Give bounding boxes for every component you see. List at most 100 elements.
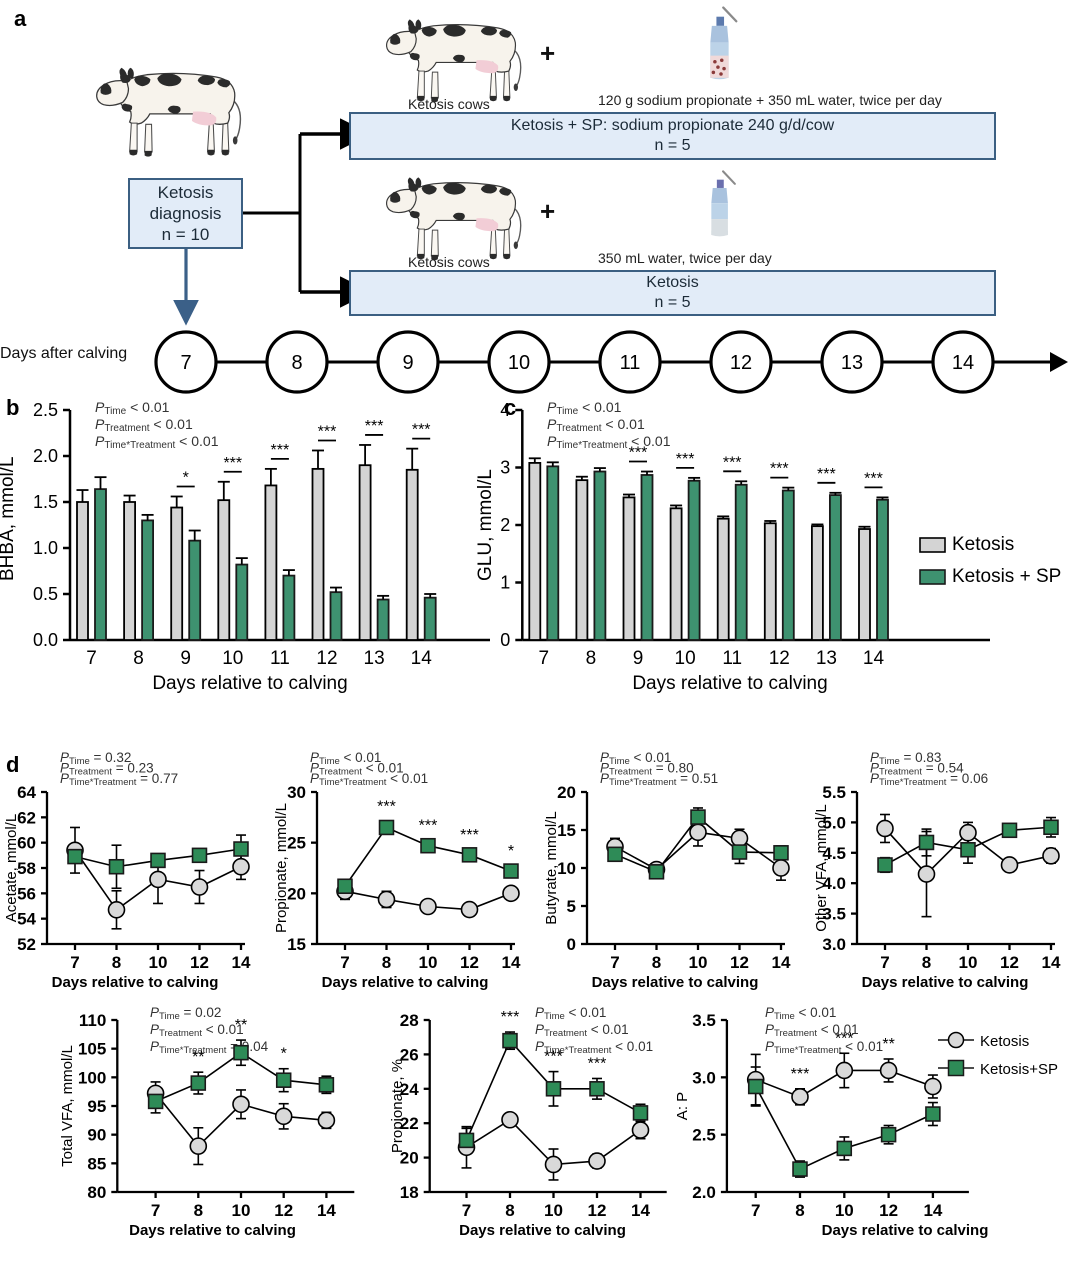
svg-text:***: *** bbox=[588, 1055, 607, 1072]
svg-text:14: 14 bbox=[952, 352, 974, 374]
svg-text:110: 110 bbox=[79, 1011, 106, 1030]
svg-text:95: 95 bbox=[87, 1097, 106, 1116]
svg-text:PTime < 0.01: PTime < 0.01 bbox=[547, 399, 622, 417]
svg-text:10: 10 bbox=[232, 1201, 251, 1220]
svg-text:Ketosis + SP: Ketosis + SP bbox=[952, 566, 1061, 587]
svg-text:13: 13 bbox=[841, 352, 863, 374]
svg-text:2.0: 2.0 bbox=[692, 1183, 716, 1202]
svg-text:0: 0 bbox=[500, 630, 510, 650]
svg-text:10: 10 bbox=[959, 953, 978, 972]
svg-text:10: 10 bbox=[508, 352, 530, 374]
svg-text:**: ** bbox=[235, 1017, 247, 1034]
svg-text:1.5: 1.5 bbox=[33, 492, 58, 512]
svg-text:12: 12 bbox=[769, 648, 790, 669]
svg-text:12: 12 bbox=[730, 352, 752, 374]
svg-text:12: 12 bbox=[588, 1201, 607, 1220]
svg-text:*: * bbox=[508, 843, 514, 860]
svg-text:10: 10 bbox=[149, 953, 168, 972]
svg-text:PTime*Treatment < 0.01: PTime*Treatment < 0.01 bbox=[547, 433, 671, 451]
svg-text:***: *** bbox=[377, 798, 396, 815]
svg-text:Ketosis+SP: Ketosis+SP bbox=[980, 1061, 1058, 1078]
svg-text:10: 10 bbox=[835, 1201, 854, 1220]
svg-text:***: *** bbox=[770, 461, 789, 478]
svg-text:12: 12 bbox=[730, 953, 749, 972]
svg-text:PTreatment < 0.01: PTreatment < 0.01 bbox=[150, 1022, 244, 1039]
svg-text:0.0: 0.0 bbox=[33, 630, 58, 650]
svg-text:8: 8 bbox=[133, 648, 144, 669]
svg-text:PTreatment < 0.01: PTreatment < 0.01 bbox=[535, 1022, 629, 1039]
svg-text:***: *** bbox=[676, 451, 695, 468]
svg-text:PTime*Treatment < 0.01: PTime*Treatment < 0.01 bbox=[95, 433, 219, 451]
svg-text:***: *** bbox=[629, 445, 648, 462]
svg-text:PTime*Treatment = 0.04: PTime*Treatment = 0.04 bbox=[150, 1039, 269, 1056]
svg-text:1: 1 bbox=[500, 573, 510, 593]
svg-text:12: 12 bbox=[879, 1201, 898, 1220]
svg-text:***: *** bbox=[864, 470, 883, 487]
svg-text:13: 13 bbox=[364, 648, 385, 669]
svg-text:PTime < 0.01: PTime < 0.01 bbox=[95, 399, 170, 417]
svg-text:8: 8 bbox=[382, 953, 391, 972]
svg-text:PTime = 0.02: PTime = 0.02 bbox=[150, 1005, 221, 1022]
svg-text:7: 7 bbox=[340, 953, 349, 972]
svg-text:9: 9 bbox=[402, 352, 413, 374]
svg-text:12: 12 bbox=[1000, 953, 1019, 972]
svg-text:***: *** bbox=[544, 1049, 563, 1066]
svg-text:***: *** bbox=[723, 454, 742, 471]
svg-text:3.0: 3.0 bbox=[692, 1068, 716, 1087]
svg-text:3: 3 bbox=[500, 458, 510, 478]
svg-text:14: 14 bbox=[1042, 953, 1061, 972]
svg-text:11: 11 bbox=[620, 352, 641, 374]
svg-text:9: 9 bbox=[633, 648, 644, 669]
svg-text:***: *** bbox=[835, 1030, 854, 1047]
svg-text:***: *** bbox=[412, 422, 431, 439]
svg-text:14: 14 bbox=[923, 1201, 942, 1220]
svg-text:***: *** bbox=[460, 827, 479, 844]
svg-text:***: *** bbox=[271, 442, 290, 459]
svg-text:7: 7 bbox=[70, 953, 79, 972]
svg-text:14: 14 bbox=[317, 1201, 336, 1220]
svg-text:7: 7 bbox=[539, 648, 550, 669]
svg-text:10: 10 bbox=[419, 953, 438, 972]
svg-text:7: 7 bbox=[151, 1201, 160, 1220]
svg-text:**: ** bbox=[882, 1036, 894, 1053]
svg-text:*: * bbox=[183, 469, 189, 486]
svg-text:12: 12 bbox=[190, 953, 209, 972]
svg-text:7: 7 bbox=[880, 953, 889, 972]
svg-text:*: * bbox=[281, 1046, 287, 1063]
svg-text:PTreatment < 0.01: PTreatment < 0.01 bbox=[547, 416, 645, 434]
svg-text:Ketosis: Ketosis bbox=[980, 1033, 1029, 1050]
svg-text:13: 13 bbox=[816, 648, 837, 669]
svg-text:PTime*Treatment < 0.01: PTime*Treatment < 0.01 bbox=[765, 1039, 883, 1056]
svg-text:***: *** bbox=[501, 1009, 520, 1026]
svg-text:2: 2 bbox=[500, 515, 510, 535]
svg-text:***: *** bbox=[365, 418, 384, 435]
svg-text:1.0: 1.0 bbox=[33, 538, 58, 558]
svg-text:8: 8 bbox=[922, 953, 931, 972]
svg-text:***: *** bbox=[791, 1066, 810, 1083]
svg-text:10: 10 bbox=[222, 648, 243, 669]
svg-text:8: 8 bbox=[112, 953, 121, 972]
svg-text:14: 14 bbox=[232, 953, 251, 972]
svg-text:90: 90 bbox=[87, 1126, 106, 1145]
svg-text:0: 0 bbox=[567, 935, 576, 954]
svg-text:85: 85 bbox=[87, 1154, 106, 1173]
svg-text:8: 8 bbox=[795, 1201, 804, 1220]
svg-text:PTreatment < 0.01: PTreatment < 0.01 bbox=[95, 416, 193, 434]
svg-text:12: 12 bbox=[274, 1201, 293, 1220]
svg-text:8: 8 bbox=[505, 1201, 514, 1220]
svg-text:7: 7 bbox=[462, 1201, 471, 1220]
svg-text:100: 100 bbox=[78, 1068, 106, 1087]
svg-text:10: 10 bbox=[689, 953, 708, 972]
svg-text:4: 4 bbox=[500, 400, 510, 420]
svg-text:***: *** bbox=[318, 423, 337, 440]
svg-text:11: 11 bbox=[270, 648, 290, 669]
svg-text:7: 7 bbox=[86, 648, 97, 669]
svg-text:12: 12 bbox=[316, 648, 337, 669]
svg-text:8: 8 bbox=[586, 648, 597, 669]
svg-text:0.5: 0.5 bbox=[33, 584, 58, 604]
svg-text:PTime < 0.01: PTime < 0.01 bbox=[535, 1005, 606, 1022]
svg-text:10: 10 bbox=[544, 1201, 563, 1220]
svg-text:3.5: 3.5 bbox=[692, 1011, 716, 1030]
svg-text:14: 14 bbox=[772, 953, 791, 972]
svg-text:7: 7 bbox=[751, 1201, 760, 1220]
